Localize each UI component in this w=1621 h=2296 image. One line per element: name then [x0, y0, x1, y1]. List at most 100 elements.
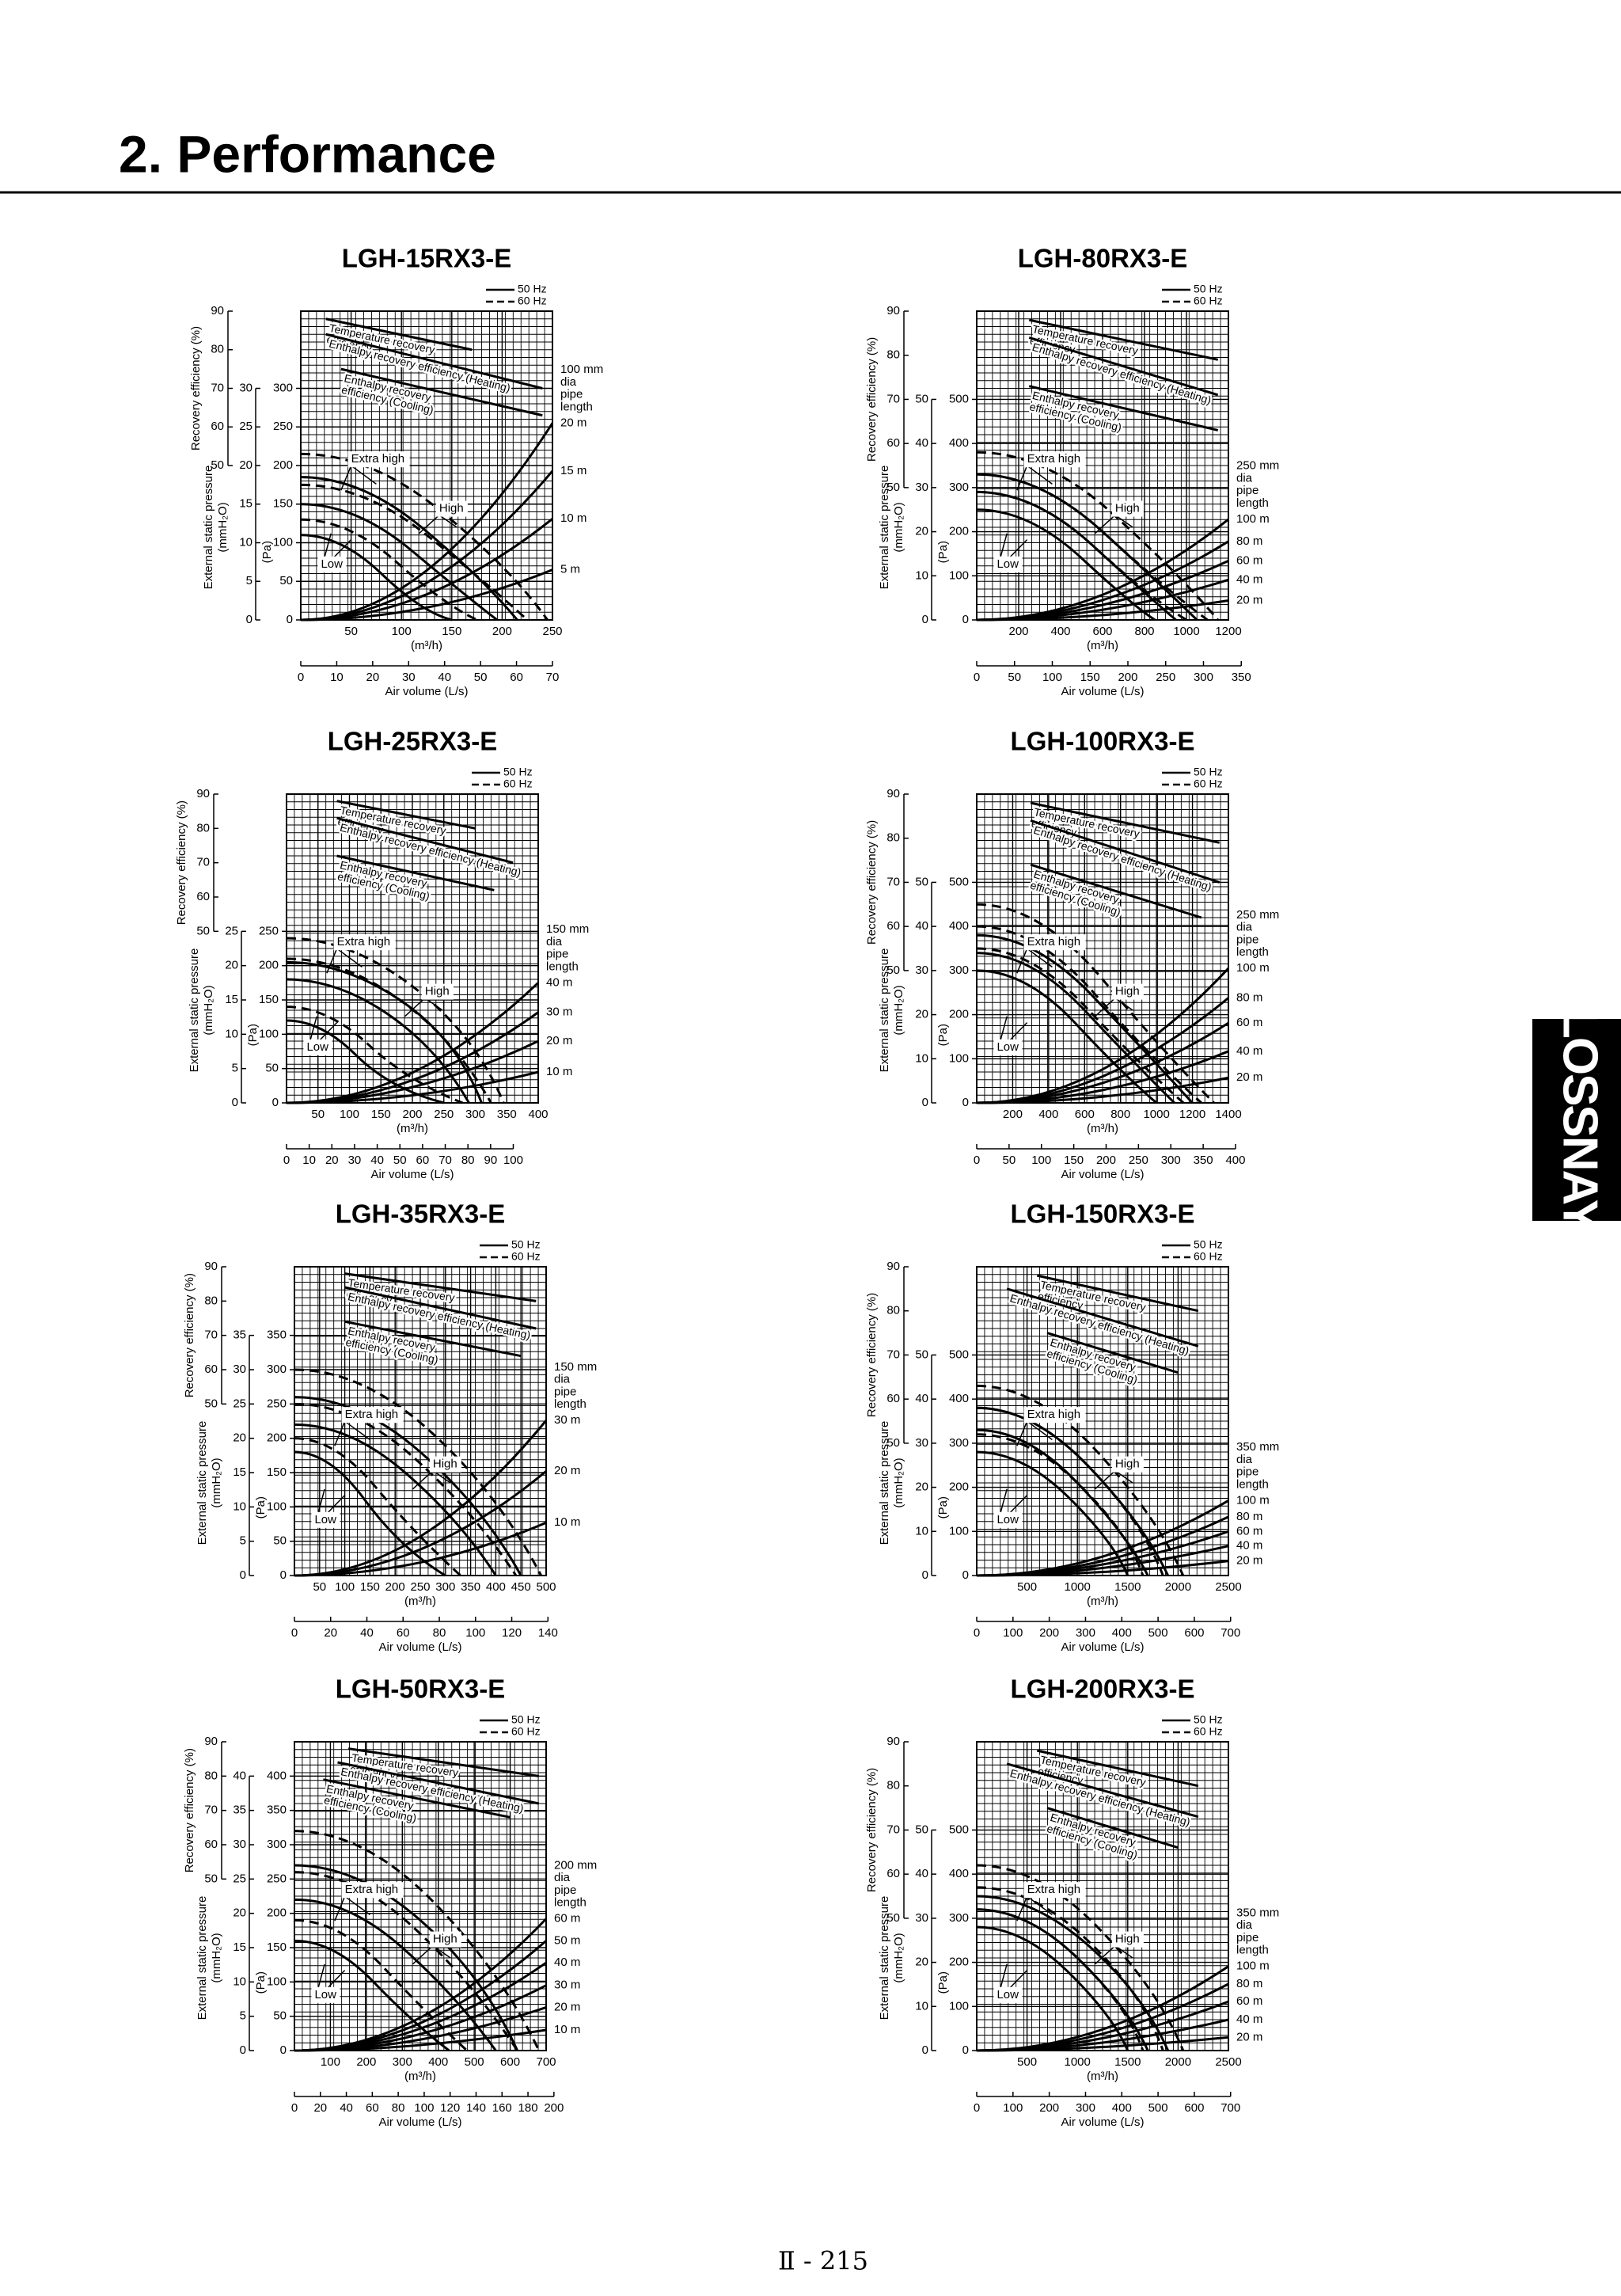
y-tick-label: 0 — [962, 1096, 969, 1109]
chart-title: LGH-80RX3-E — [1018, 244, 1188, 273]
x2-tick-label: 20 — [324, 1626, 337, 1640]
y-tick-label: 250 — [267, 1397, 287, 1410]
leader-line — [1114, 997, 1133, 1011]
system-curve — [294, 1470, 547, 1577]
x-axis-label: (m³/h) — [411, 639, 442, 652]
pipe-length-label: 30 m — [546, 1005, 572, 1019]
fan-curve — [976, 1895, 1170, 2051]
label-box — [1023, 934, 1086, 951]
mm-tick-label: 0 — [922, 613, 928, 626]
efficiency-tick-label: 80 — [204, 1769, 218, 1782]
x2-tick-label: 200 — [544, 2101, 564, 2115]
efficiency-tick-label: 80 — [211, 343, 224, 356]
efficiency-line — [1006, 1287, 1199, 1348]
x2-tick-label: 30 — [402, 671, 416, 684]
chart-title: LGH-150RX3-E — [1011, 1199, 1195, 1229]
mm-axis-label: (mmH₂O) — [202, 985, 215, 1035]
efficiency-tick-label: 70 — [211, 381, 224, 394]
mm-axis-label: (mmH₂O) — [892, 985, 905, 1035]
y-tick-label: 0 — [280, 1568, 287, 1582]
mm-axis-label: (mmH₂O) — [216, 502, 230, 552]
x2-tick-label: 200 — [1039, 2101, 1059, 2115]
y-tick-label: 150 — [267, 1941, 287, 1954]
chart: LGH-50RX3-E050100150200250300350400(Pa)0… — [183, 1674, 600, 2129]
pipe-length-label: 60 m — [1236, 1994, 1262, 2008]
x2-tick-label: 10 — [330, 671, 344, 684]
leader-line — [344, 1895, 370, 1916]
legend-label: 60 Hz — [511, 1250, 541, 1263]
efficiency-line — [336, 800, 476, 830]
y-tick-label: 100 — [949, 568, 969, 582]
x-tick-label: 1000 — [1065, 1580, 1091, 1594]
y-axis-label: (Pa) — [936, 1496, 950, 1519]
efficiency-line — [1036, 1749, 1199, 1788]
mm-tick-label: 30 — [233, 1838, 246, 1851]
chart: LGH-35RX3-E050100150200250300350(Pa)0510… — [183, 1199, 600, 1654]
label-box — [1111, 500, 1144, 517]
x-tick-label: 100 — [321, 2055, 340, 2069]
x-axis-label: (m³/h) — [404, 2070, 436, 2083]
leader-line — [334, 1895, 346, 1922]
system-curve — [976, 1076, 1229, 1104]
x2-tick-label: 80 — [392, 2101, 405, 2115]
label-box — [993, 1039, 1023, 1055]
x-tick-label: 50 — [344, 625, 358, 638]
leader-line — [404, 998, 426, 1017]
y-tick-label: 100 — [273, 535, 293, 549]
speed-label: Extra high — [337, 935, 391, 948]
mm-axis-label: External static pressure — [188, 948, 201, 1073]
mm-tick-label: 20 — [915, 1008, 928, 1021]
efficiency-tick-label: 90 — [886, 787, 900, 800]
y-tick-label: 500 — [949, 392, 969, 405]
y-tick-label: 200 — [949, 1481, 969, 1494]
mm-tick-label: 0 — [246, 613, 252, 626]
x2-tick-label: 120 — [440, 2101, 460, 2115]
mm-tick-label: 50 — [915, 1823, 928, 1836]
x-tick-label: 200 — [356, 2055, 376, 2069]
pipe-label: 100 mm dia pipe length — [560, 363, 606, 413]
mm-tick-label: 40 — [915, 1867, 928, 1880]
efficiency-tick-label: 50 — [886, 964, 900, 977]
label-box — [993, 1986, 1023, 2003]
pipe-length-label: 40 m — [1236, 572, 1262, 586]
mm-tick-label: 25 — [239, 420, 252, 433]
y-tick-label: 200 — [273, 458, 293, 472]
x-tick-label: 150 — [371, 1108, 391, 1121]
legend-label: 60 Hz — [1194, 1250, 1223, 1263]
fan-curve — [294, 1437, 461, 1577]
label-box — [429, 1931, 461, 1948]
x2-tick-label: 350 — [1194, 1154, 1213, 1167]
efficiency-tick-label: 60 — [886, 1867, 900, 1880]
x-tick-label: 800 — [1110, 1108, 1130, 1121]
speed-label: Low — [306, 1040, 328, 1054]
leader-line — [412, 1470, 434, 1490]
legend-label: 50 Hz — [511, 1238, 541, 1251]
x2-tick-label: 70 — [438, 1154, 452, 1167]
x-tick-label: 2000 — [1165, 1580, 1191, 1594]
pipe-length-label: 20 m — [1236, 1554, 1262, 1568]
efficiency-axis-label: Recovery efficiency (%) — [865, 337, 879, 462]
chart: LGH-15RX3-E050100150200250300(Pa)0510152… — [189, 244, 606, 698]
y-tick-label: 350 — [267, 1329, 287, 1342]
pipe-length-label: 30 m — [554, 1979, 580, 1992]
legend-label: 50 Hz — [511, 1713, 541, 1726]
chart-title: LGH-25RX3-E — [328, 727, 498, 756]
mm-tick-label: 40 — [915, 919, 928, 933]
y-tick-label: 300 — [267, 1363, 287, 1376]
leader-line — [1016, 1420, 1028, 1446]
legend-label: 60 Hz — [503, 777, 533, 790]
efficiency-tick-label: 80 — [886, 831, 900, 845]
efficiency-tick-label: 60 — [211, 420, 224, 433]
efficiency-tick-label: 80 — [886, 348, 900, 362]
efficiency-tick-label: 90 — [886, 1735, 900, 1748]
x2-tick-label: 100 — [503, 1154, 523, 1167]
efficiency-line — [325, 333, 543, 390]
x-tick-label: 500 — [536, 1580, 556, 1594]
y-tick-label: 0 — [962, 1568, 969, 1582]
x-tick-label: 100 — [340, 1108, 359, 1121]
mm-axis-label: External static pressure — [878, 948, 891, 1073]
pipe-length-label: 80 m — [1236, 1977, 1262, 1990]
y-tick-label: 200 — [949, 1008, 969, 1021]
label-box — [993, 556, 1023, 572]
